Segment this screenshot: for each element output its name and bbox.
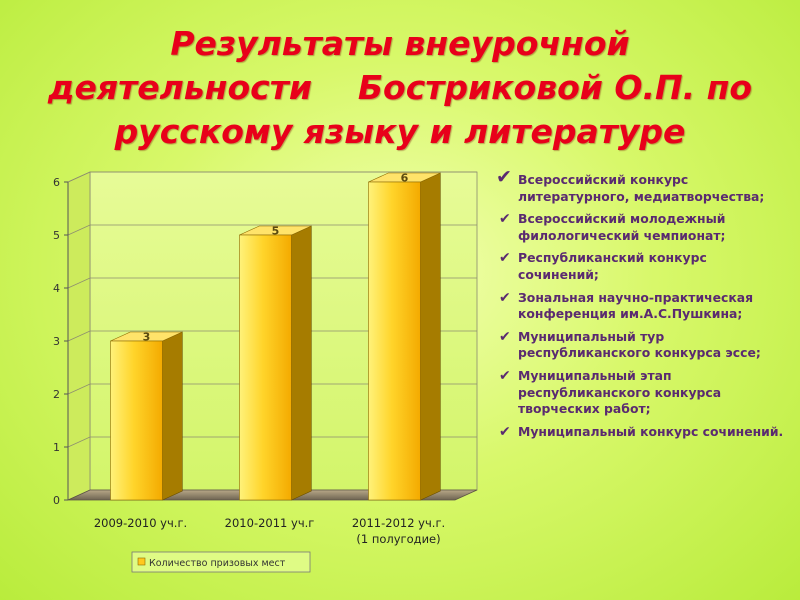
check-icon: ✔	[499, 289, 511, 306]
achievement-list: ✔ Всероссийский конкурс литературного, ме…	[496, 166, 790, 446]
y-tick-label: 0	[53, 494, 60, 507]
achievement-item: ✔ Муниципальный этап республиканского кон…	[498, 368, 790, 418]
achievement-text: Муниципальный конкурс сочинений.	[518, 423, 784, 439]
gridline	[67, 436, 477, 448]
gridline	[67, 171, 477, 183]
achievement-text: Всероссийский конкурс литературного, мед…	[518, 172, 765, 204]
title-line-1: Результаты внеурочной	[170, 24, 630, 63]
gridline	[67, 224, 477, 236]
title-line-3: русскому языку и литературе	[114, 112, 686, 151]
legend: Количество призовых мест	[131, 551, 311, 573]
y-tick-label: 3	[53, 335, 60, 348]
bars: 3 5 6	[110, 172, 441, 501]
title-line-2: деятельности Бостриковой О.П. по	[47, 68, 753, 107]
achievement-item: ✔ Всероссийский молодежный филологический…	[498, 211, 790, 244]
achievement-text: Муниципальный этап республиканского конк…	[518, 367, 722, 417]
achievement-item: ✔ Муниципальный тур республиканского конк…	[498, 329, 790, 362]
achievement-text: Республиканский конкурс сочинений;	[518, 250, 707, 282]
bar: 3	[110, 331, 183, 501]
achievement-text: Муниципальный тур республиканского конку…	[518, 328, 761, 361]
bar-front	[368, 181, 421, 501]
y-tick-label: 1	[53, 441, 60, 454]
check-icon: ✔	[499, 250, 511, 267]
gridline	[67, 383, 477, 395]
gridline	[67, 277, 477, 289]
bar-front	[239, 234, 292, 501]
data-label: 6	[401, 172, 409, 185]
achievement-item: ✔ Зональная научно-практическая конференц…	[498, 290, 790, 323]
y-tick-label: 2	[53, 388, 60, 401]
bar-side	[162, 331, 183, 501]
x-tick-label: (1 полугодие)	[356, 532, 440, 546]
y-axis: 0 1 2 3 4 5 6	[53, 176, 69, 507]
bar-front	[110, 340, 163, 501]
check-icon: ✔	[499, 211, 511, 228]
bar: 5	[239, 225, 312, 501]
y-tick-label: 4	[53, 282, 60, 295]
data-label: 5	[272, 225, 280, 238]
achievement-item: ✔ Всероссийский конкурс литературного, ме…	[496, 166, 790, 205]
legend-label: Количество призовых мест	[149, 558, 286, 569]
bar-side	[420, 172, 441, 501]
check-icon: ✔	[499, 423, 511, 440]
check-icon: ✔	[499, 367, 511, 384]
x-axis-labels: 2009-2010 уч.г. 2010-2011 уч.г 2011-2012 у…	[94, 516, 445, 546]
achievement-text: Зональная научно-практическая конференци…	[518, 289, 754, 322]
slide-title: Результаты внеурочной деятельности Бостр…	[20, 22, 780, 154]
achievement-item: ✔ Республиканский конкурс сочинений;	[498, 250, 790, 283]
y-tick-label: 6	[53, 176, 60, 189]
achievement-text: Всероссийский молодежный филологический …	[518, 211, 726, 243]
data-label: 3	[143, 331, 151, 344]
x-tick-label: 2010-2011 уч.г	[225, 516, 315, 530]
x-tick-label: 2011-2012 уч.г.	[352, 516, 445, 530]
x-tick-label: 2009-2010 уч.г.	[94, 516, 187, 530]
bar-side	[291, 225, 312, 501]
bar: 6	[368, 172, 441, 501]
check-icon: ✔	[496, 166, 512, 188]
legend-swatch	[137, 557, 146, 566]
gridline	[67, 330, 477, 342]
y-tick-label: 5	[53, 229, 60, 242]
check-icon: ✔	[499, 328, 511, 345]
legend-box	[131, 551, 311, 573]
achievement-item: ✔ Муниципальный конкурс сочинений.	[498, 424, 790, 441]
